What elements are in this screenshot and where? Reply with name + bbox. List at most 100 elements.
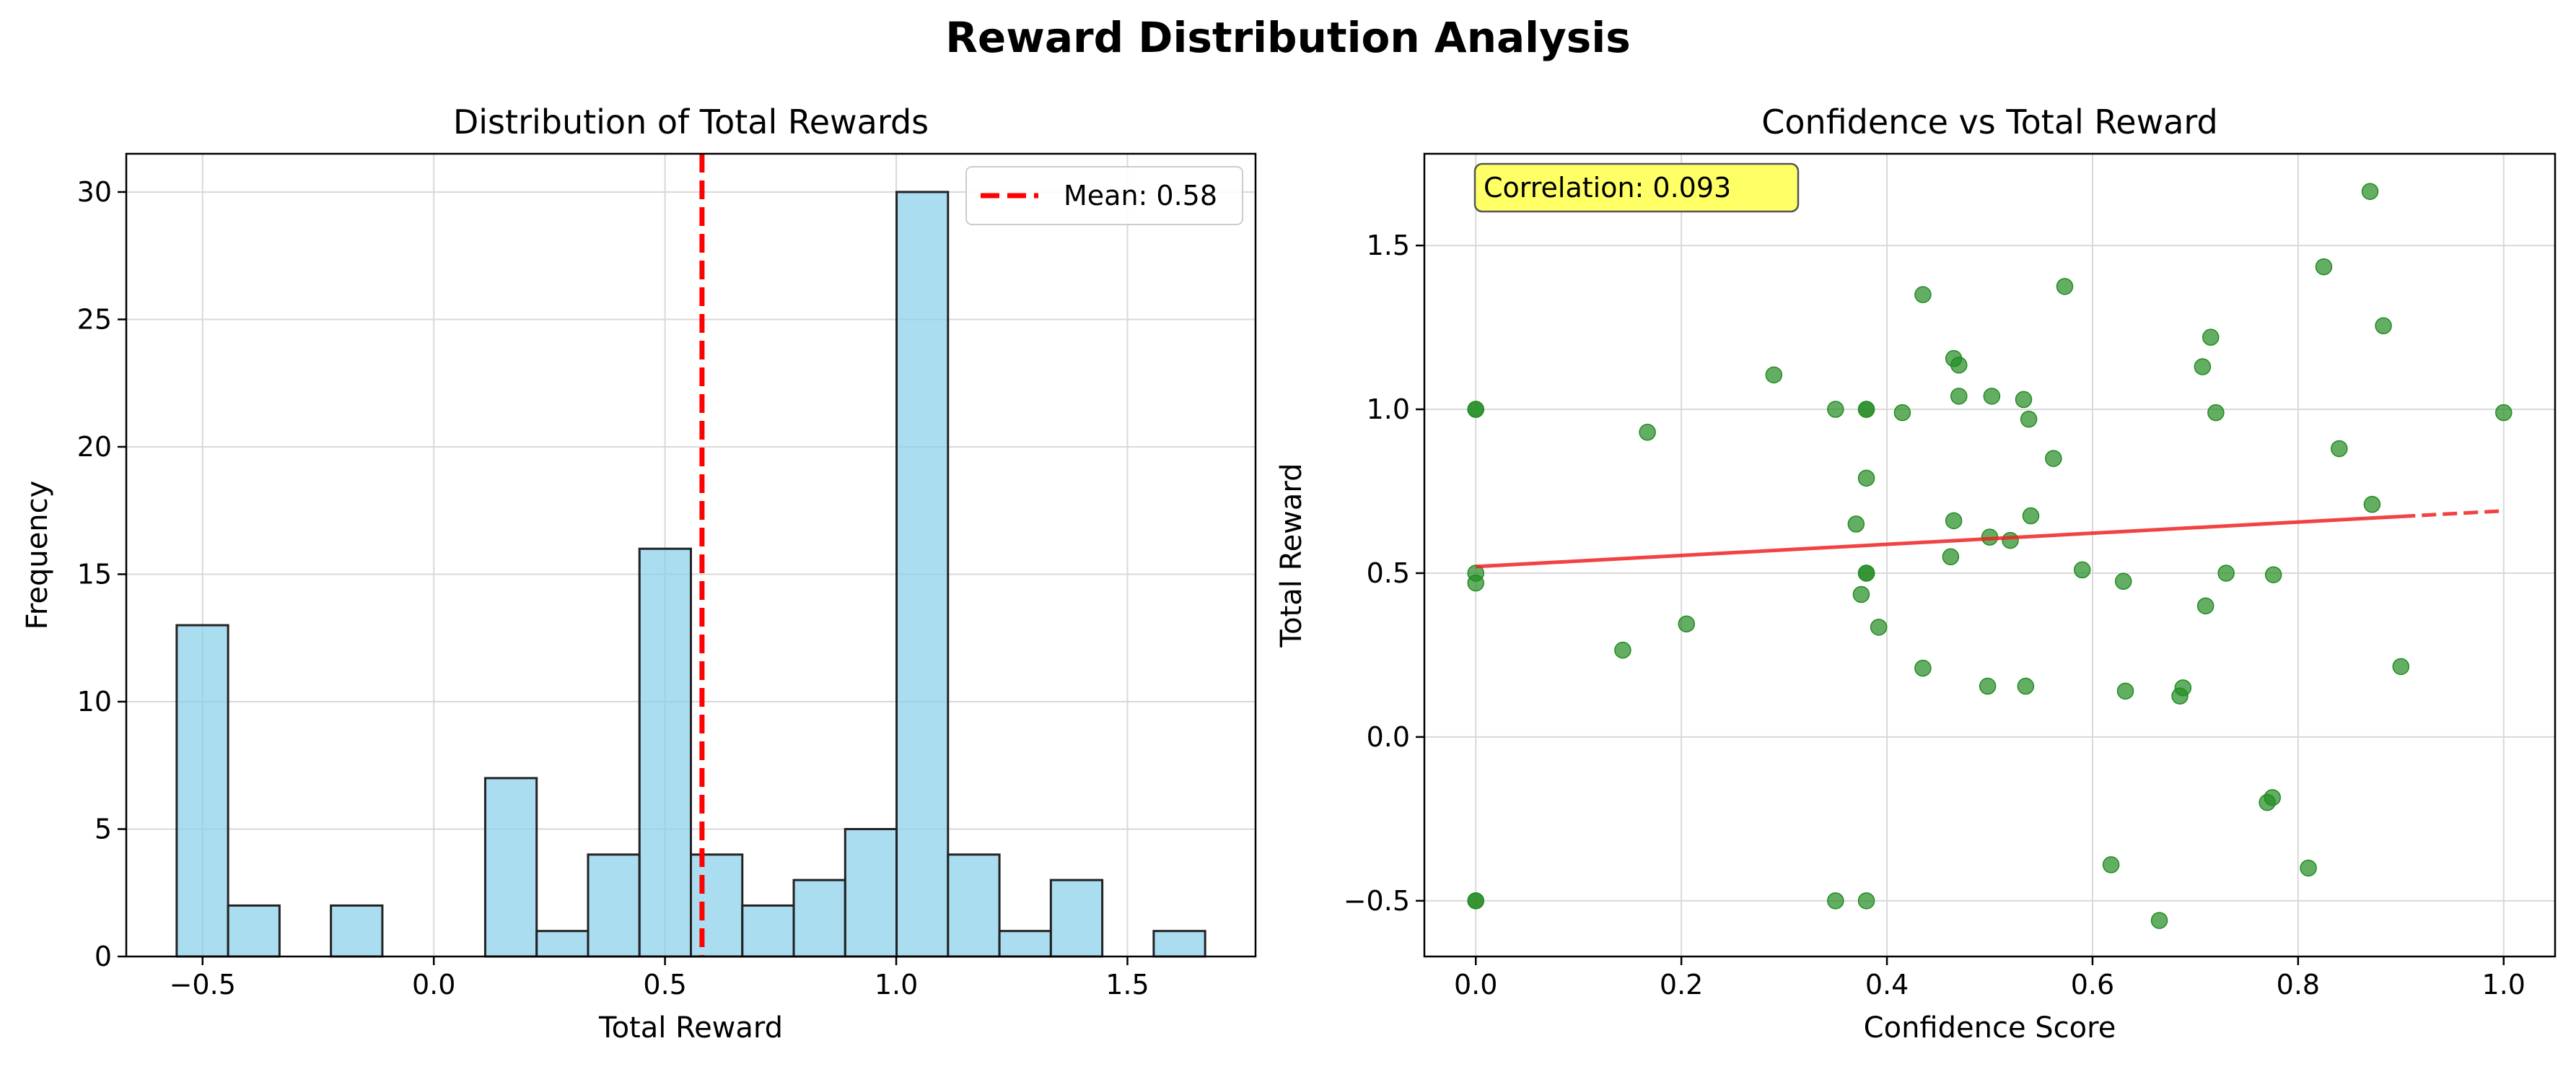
scatter-point xyxy=(1857,892,1875,910)
correlation-annotation: Correlation: 0.093 xyxy=(1473,162,1800,213)
histogram-bar xyxy=(895,191,950,958)
scatter-point xyxy=(1857,469,1875,487)
scatter-point xyxy=(2363,495,2381,513)
x-tick-label: 0.2 xyxy=(1660,969,1703,1001)
histogram-bar xyxy=(227,904,281,958)
histogram-bars xyxy=(175,191,1206,958)
scatter-point xyxy=(2264,566,2282,583)
scatter-point xyxy=(2495,404,2513,422)
y-tick-label: 25 xyxy=(77,303,112,335)
scatter-point xyxy=(2020,410,2038,428)
scatter-point xyxy=(2116,682,2134,700)
histogram-bar xyxy=(483,777,538,958)
histogram-title: Distribution of Total Rewards xyxy=(453,103,929,141)
scatter-point xyxy=(2017,677,2035,695)
x-tick-label: 0.0 xyxy=(412,969,455,1001)
x-tick-label: 1.0 xyxy=(2482,969,2525,1001)
scatter-points xyxy=(1467,183,2513,929)
histogram-bar xyxy=(998,930,1052,958)
scatter-point xyxy=(2114,572,2132,591)
scatter-point xyxy=(1827,401,1844,418)
scatter-point xyxy=(1950,357,1968,374)
figure-title: Reward Distribution Analysis xyxy=(945,13,1630,62)
scatter-point xyxy=(1857,401,1875,418)
scatter-point xyxy=(1914,659,1932,677)
scatter-point xyxy=(1467,892,1484,910)
scatter-point xyxy=(2045,450,2062,467)
y-tick-label: 10 xyxy=(77,686,112,718)
trend-line-layer xyxy=(1476,509,2504,569)
legend-box xyxy=(965,166,1243,225)
histogram-bar xyxy=(1152,930,1206,958)
scatter-point xyxy=(2264,789,2281,806)
scatter-point xyxy=(1983,388,2001,405)
axes-frame xyxy=(125,152,1257,958)
scatter-point xyxy=(2217,565,2235,582)
histogram-bar xyxy=(175,624,229,958)
scatter-point xyxy=(2150,912,2168,929)
y-tick-label: 1.5 xyxy=(1367,230,1410,261)
histogram-bar xyxy=(638,547,693,958)
annotation-box xyxy=(1473,162,1800,213)
scatter-x-axis-label: Confidence Score xyxy=(1864,1011,2116,1045)
scatter-point xyxy=(2331,440,2348,458)
scatter-point xyxy=(1852,585,1870,603)
scatter-point xyxy=(2392,658,2410,676)
histogram-axes: −0.5 0.0 0.5 1.0 1.5 0 5 10 15 20 25 30 xyxy=(77,152,1257,1001)
scatter-point xyxy=(1950,388,1968,405)
x-tick-label: −0.5 xyxy=(170,969,236,1001)
scatter-point xyxy=(2196,597,2214,615)
y-tick-label: 15 xyxy=(77,558,112,590)
scatter-axes: 0.0 0.2 0.4 0.6 0.8 1.0 −0.5 0.0 0.5 1.0 1.5 xyxy=(1344,152,2557,1001)
scatter-point xyxy=(1857,565,1875,582)
histogram-bar xyxy=(1049,879,1104,958)
x-tick-label: 0.5 xyxy=(643,969,686,1001)
histogram-y-axis-label: Frequency xyxy=(21,481,54,630)
trend-line-dashed xyxy=(2401,509,2504,518)
x-tick-label: 0.0 xyxy=(1454,969,1497,1001)
scatter-point xyxy=(2022,507,2040,525)
x-tick-label: 1.5 xyxy=(1105,969,1149,1001)
scatter-point xyxy=(1639,424,1656,441)
scatter-point xyxy=(1678,615,1696,633)
scatter-point xyxy=(2315,258,2333,276)
x-tick-label: 0.8 xyxy=(2277,969,2320,1001)
histogram-bar xyxy=(535,930,590,958)
y-tick-label: 1.0 xyxy=(1367,393,1410,425)
x-tick-label: 0.4 xyxy=(1865,969,1909,1001)
scatter-point xyxy=(1893,404,1911,422)
scatter-point xyxy=(2102,856,2120,873)
axes-frame xyxy=(1423,152,2557,958)
scatter-point xyxy=(1945,512,1963,530)
scatter-y-axis-label: Total Reward xyxy=(1275,463,1308,648)
y-tick-label: 0.0 xyxy=(1367,721,1410,753)
x-tick-label: 0.6 xyxy=(2071,969,2114,1001)
scatter-point xyxy=(2056,278,2074,295)
trend-line-solid xyxy=(1476,514,2401,569)
scatter-point xyxy=(2015,391,2033,409)
scatter-panel: 0.0 0.2 0.4 0.6 0.8 1.0 −0.5 0.0 0.5 1.0 1.5 Corre… xyxy=(1275,103,2557,1045)
scatter-point xyxy=(2207,404,2225,422)
histogram-bar xyxy=(844,827,898,958)
scatter-point xyxy=(2375,317,2392,335)
scatter-point xyxy=(1942,548,1960,566)
scatter-point xyxy=(1467,574,1484,592)
histogram-bar xyxy=(947,853,1001,958)
y-tick-label: −0.5 xyxy=(1344,885,1410,917)
legend-mean-label: Mean: 0.58 xyxy=(1064,180,1217,212)
scatter-point xyxy=(2002,531,2019,549)
y-tick-label: 30 xyxy=(77,176,112,208)
y-tick-label: 0.5 xyxy=(1367,557,1410,589)
scatter-point xyxy=(1979,677,1997,695)
scatter-point xyxy=(1467,401,1484,418)
scatter-point xyxy=(1827,892,1844,910)
histogram-bar xyxy=(330,904,384,958)
scatter-point xyxy=(1847,515,1865,533)
y-tick-label: 20 xyxy=(77,431,112,463)
scatter-point xyxy=(2300,859,2317,877)
histogram-legend: Mean: 0.58 xyxy=(965,166,1243,225)
scatter-point xyxy=(2361,183,2379,200)
scatter-grid xyxy=(1424,154,2555,956)
histogram-bar xyxy=(792,879,846,958)
